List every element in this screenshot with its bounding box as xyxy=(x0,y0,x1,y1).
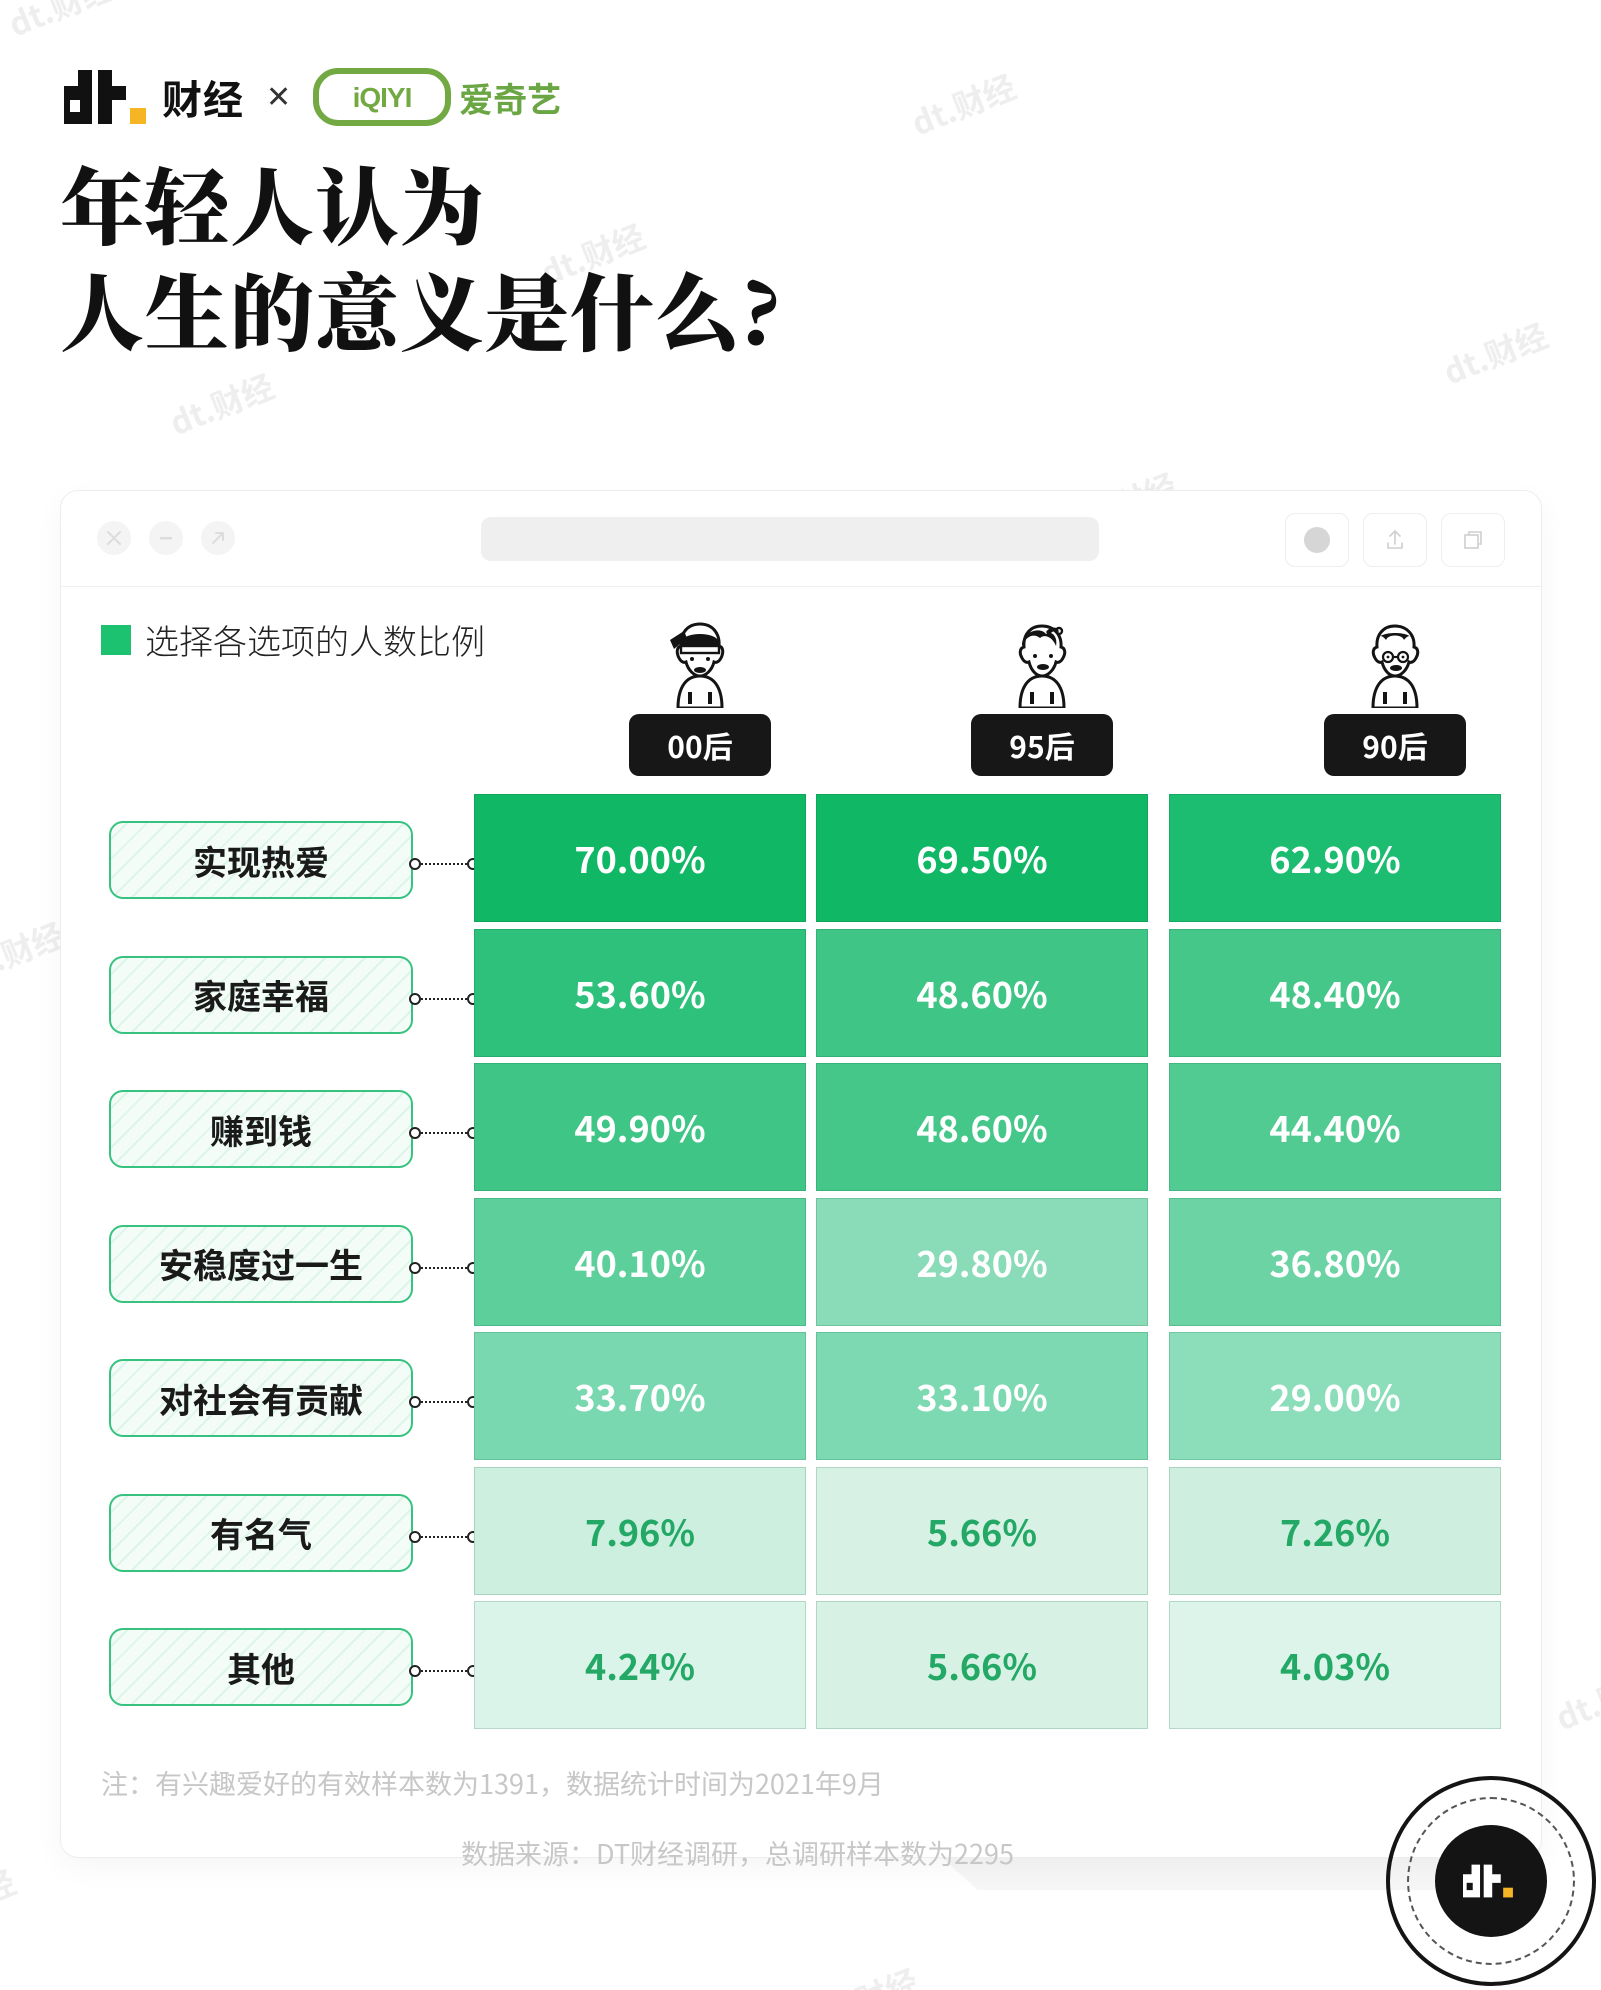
svg-text:iQIYI: iQIYI xyxy=(353,82,412,113)
